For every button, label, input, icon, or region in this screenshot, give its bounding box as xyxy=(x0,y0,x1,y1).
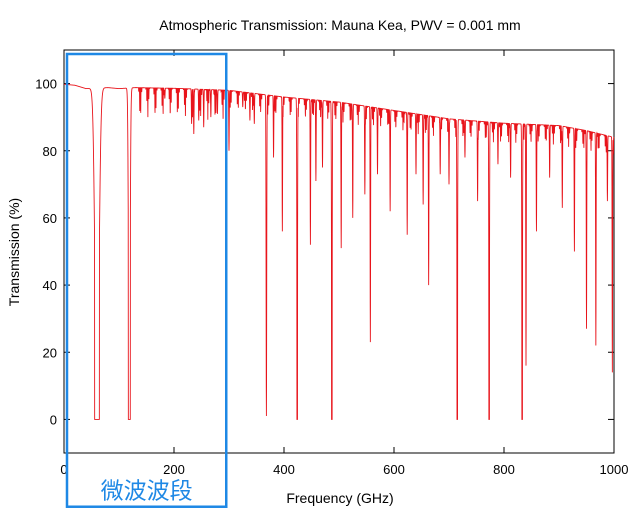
chart-title: Atmospheric Transmission: Mauna Kea, PWV… xyxy=(159,17,520,33)
x-tick-label: 1000 xyxy=(600,462,629,477)
annotation-layer: 微波波段 xyxy=(65,52,228,508)
x-axis-label: Frequency (GHz) xyxy=(286,490,393,506)
annotation-box xyxy=(65,52,228,508)
x-tick-label: 200 xyxy=(163,462,185,477)
plot-frame xyxy=(63,49,615,454)
axis-ticks: 0 200 400 600 800 1000 0 20 40 60 80 100 xyxy=(35,50,628,477)
y-tick-label: 60 xyxy=(43,211,57,226)
x-tick-label: 600 xyxy=(383,462,405,477)
y-tick-label: 40 xyxy=(43,278,57,293)
y-tick-label: 100 xyxy=(35,77,57,92)
x-tick-label: 800 xyxy=(493,462,515,477)
series-line xyxy=(63,83,615,420)
y-tick-label: 20 xyxy=(43,345,57,360)
x-tick-label: 0 xyxy=(60,462,67,477)
y-axis-label: Transmission (%) xyxy=(6,198,22,306)
x-tick-label: 400 xyxy=(273,462,295,477)
series-layer xyxy=(63,83,615,420)
annotation-label: 微波波段 xyxy=(101,479,193,505)
y-tick-label: 80 xyxy=(43,144,57,159)
y-tick-label: 0 xyxy=(50,412,57,427)
